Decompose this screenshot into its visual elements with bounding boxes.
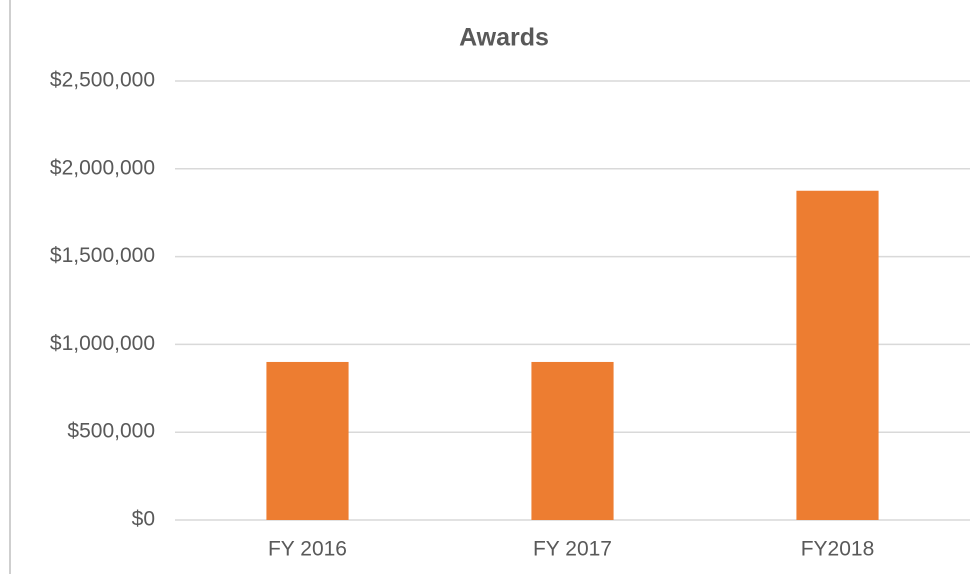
y-tick-label: $0 [132,508,155,531]
y-tick-label: $500,000 [67,420,155,443]
bar [531,361,614,520]
x-tick-label: FY 2017 [533,538,612,561]
bar [796,190,879,520]
y-tick-label: $1,500,000 [50,244,155,267]
chart-title: Awards [459,24,549,52]
y-tick-label: $2,500,000 [50,69,155,92]
bar [266,361,349,520]
x-tick-label: FY 2016 [268,538,347,561]
x-tick-label: FY2018 [801,538,875,561]
y-tick-label: $1,000,000 [50,332,155,355]
y-tick-label: $2,000,000 [50,156,155,179]
